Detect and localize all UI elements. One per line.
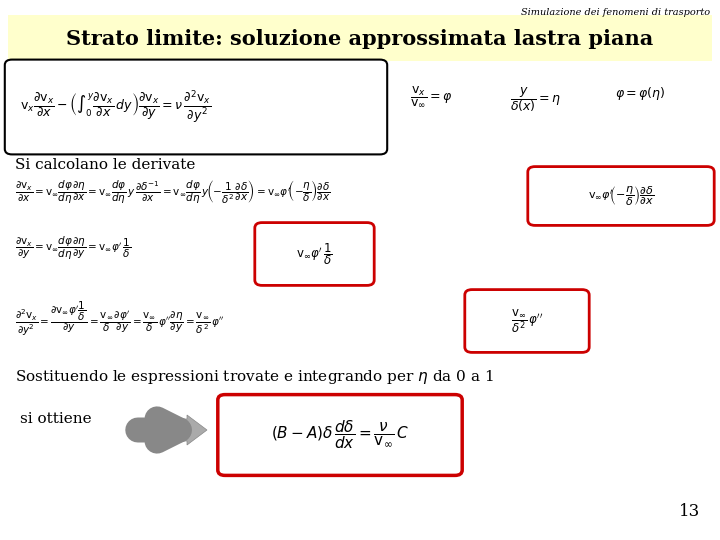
Text: Si calcolano le derivate: Si calcolano le derivate	[15, 158, 195, 172]
Text: $\mathrm{v}_\infty\varphi'\!\left(-\dfrac{\eta}{\delta}\right)\dfrac{\partial\de: $\mathrm{v}_\infty\varphi'\!\left(-\dfra…	[588, 184, 654, 208]
Text: $\dfrac{\partial \mathrm{v}_x}{\partial x} = \mathrm{v}_\infty \dfrac{d\varphi}{: $\dfrac{\partial \mathrm{v}_x}{\partial …	[15, 178, 330, 206]
Bar	[8, 15, 712, 61]
Text: $\dfrac{\mathrm{v}_x}{\mathrm{v}_\infty} = \varphi$: $\dfrac{\mathrm{v}_x}{\mathrm{v}_\infty}…	[410, 85, 452, 109]
FancyBboxPatch shape	[5, 59, 387, 154]
Text: 13: 13	[679, 503, 700, 520]
Text: $\dfrac{y}{\delta(x)} = \eta$: $\dfrac{y}{\delta(x)} = \eta$	[510, 85, 561, 114]
Text: $\mathrm{v}_x \dfrac{\partial \mathrm{v}_x}{\partial x} - \left(\int_0^y \dfrac{: $\mathrm{v}_x \dfrac{\partial \mathrm{v}…	[20, 89, 212, 125]
Text: $\mathrm{v}_\infty\varphi'\,\dfrac{1}{\delta}$: $\mathrm{v}_\infty\varphi'\,\dfrac{1}{\d…	[296, 241, 333, 267]
FancyBboxPatch shape	[465, 289, 589, 353]
Text: $\dfrac{\partial \mathrm{v}_x}{\partial y} = \mathrm{v}_\infty \dfrac{d\varphi}{: $\dfrac{\partial \mathrm{v}_x}{\partial …	[15, 235, 131, 262]
FancyBboxPatch shape	[217, 395, 462, 475]
Text: $\dfrac{\mathrm{v}_\infty}{\delta^2}\,\varphi''$: $\dfrac{\mathrm{v}_\infty}{\delta^2}\,\v…	[510, 307, 543, 335]
Text: si ottiene: si ottiene	[20, 412, 91, 426]
FancyBboxPatch shape	[255, 222, 374, 286]
Text: $\varphi = \varphi(\eta)$: $\varphi = \varphi(\eta)$	[615, 85, 665, 102]
FancyArrow shape	[135, 415, 207, 445]
Text: $\dfrac{\partial^2 \mathrm{v}_x}{\partial y^2} = \dfrac{\partial \mathrm{v}_\inf: $\dfrac{\partial^2 \mathrm{v}_x}{\partia…	[15, 300, 225, 339]
Text: $(B-A)\delta\,\dfrac{d\delta}{dx} = \dfrac{\nu}{\mathrm{v}_\infty}\,C$: $(B-A)\delta\,\dfrac{d\delta}{dx} = \dfr…	[271, 418, 409, 451]
FancyBboxPatch shape	[528, 167, 714, 225]
Text: Sostituendo le espressioni trovate e integrando per $\eta$ da 0 a 1: Sostituendo le espressioni trovate e int…	[15, 368, 494, 386]
Text: Strato limite: soluzione approssimata lastra piana: Strato limite: soluzione approssimata la…	[66, 29, 654, 49]
Text: Simulazione dei fenomeni di trasporto: Simulazione dei fenomeni di trasporto	[521, 8, 710, 17]
